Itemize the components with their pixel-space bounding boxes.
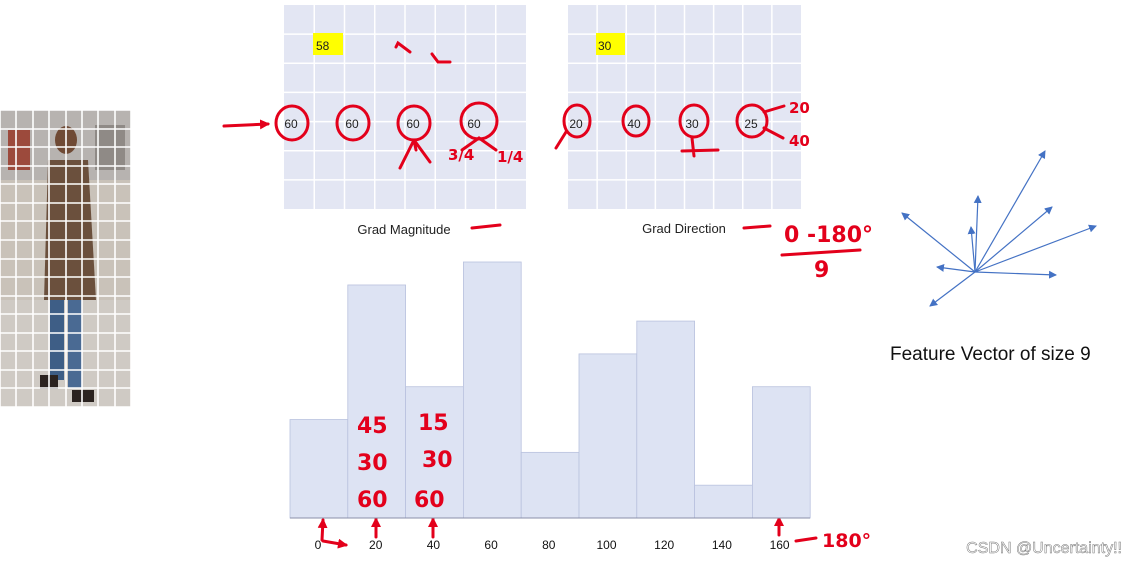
- fraction-bar: [780, 248, 862, 257]
- bin-note: 45: [357, 414, 388, 439]
- magnitude-highlight-value: 58: [316, 39, 330, 53]
- histogram-bar: [636, 320, 695, 519]
- x-tick-label: 80: [542, 538, 556, 552]
- handwritten-text: 3/4 1/4 20 40 0 -180° 9 180°: [448, 99, 873, 552]
- circle-mark: [562, 103, 592, 139]
- orientation-histogram: 0 20 40 60 80 100 120 140 160 45 30 60 15 30 60: [289, 261, 811, 552]
- cell-grid: [0, 109, 132, 408]
- x-tick-label: 160: [770, 538, 790, 552]
- feature-arrow: [936, 263, 976, 273]
- tick-mark: [430, 52, 452, 64]
- histogram-bar: [289, 419, 349, 519]
- histogram-end-note: 180°: [822, 530, 871, 552]
- feature-arrow: [974, 206, 1053, 273]
- direction-value: 30: [685, 117, 699, 131]
- magnitude-caption: Grad Magnitude: [357, 222, 450, 237]
- x-tick-label: 40: [427, 538, 441, 552]
- tick-mark: [680, 136, 720, 158]
- direction-caption: Grad Direction: [642, 221, 726, 236]
- tick-mark: [470, 223, 502, 230]
- direction-side-note: 20: [789, 99, 810, 117]
- bin-note: 60: [414, 488, 445, 513]
- circle-mark: [274, 104, 310, 142]
- feature-arrow: [929, 271, 976, 307]
- direction-highlight-value: 30: [598, 39, 612, 53]
- histogram-bar: [694, 484, 753, 519]
- bin-note: 60: [357, 488, 388, 513]
- magnitude-value: 60: [284, 117, 298, 131]
- x-tick-label: 0: [315, 538, 322, 552]
- bin-note: 15: [418, 411, 449, 436]
- bin-arrow: [317, 518, 328, 542]
- handwritten-annotations: [222, 40, 862, 549]
- split-stroke: [460, 136, 498, 152]
- circle-mark: [621, 104, 651, 138]
- feature-arrow: [974, 224, 1097, 273]
- circle-mark: [678, 103, 710, 139]
- pedestrian-photo: [0, 109, 132, 408]
- histogram-bar: [347, 284, 406, 519]
- bin-notes: 45 30 60 15 30 60: [357, 411, 453, 513]
- formula-numerator: 0 -180°: [784, 223, 873, 248]
- histogram-bar: [752, 386, 811, 519]
- feature-vector-diagram: Feature Vector of size 9: [890, 150, 1097, 365]
- circle-mark: [735, 103, 769, 139]
- direction-grid: 30 20 40 30 25 Grad Direction: [568, 5, 801, 236]
- x-tick-label: 140: [712, 538, 732, 552]
- x-tick-label: 20: [369, 538, 383, 552]
- magnitude-grid: 58 60 60 60 60 Grad Magnitude: [284, 5, 526, 237]
- direction-side-note: 40: [789, 132, 810, 150]
- dash-mark: [794, 536, 818, 543]
- magnitude-value: 60: [406, 117, 420, 131]
- direction-value: 25: [744, 117, 758, 131]
- x-tick-label: 60: [484, 538, 498, 552]
- bin-arrow: [321, 538, 348, 549]
- direction-value: 40: [627, 117, 641, 131]
- tick-mark: [394, 40, 412, 54]
- x-tick-label: 120: [654, 538, 674, 552]
- direction-circled-row: 20 40 30 25: [569, 117, 758, 131]
- watermark: CSDN @Uncertainty!!: [966, 540, 1122, 557]
- bin-note: 30: [357, 451, 388, 476]
- feature-arrow: [901, 212, 976, 273]
- split-note: 1/4: [497, 148, 523, 166]
- histogram-bar: [462, 261, 522, 519]
- tail-stroke: [762, 104, 786, 140]
- histogram-bar: [578, 353, 638, 519]
- feature-vector-caption: Feature Vector of size 9: [890, 344, 1091, 365]
- circle-mark: [335, 104, 371, 142]
- feature-arrow: [974, 150, 1046, 273]
- input-arrow: [222, 119, 270, 130]
- feature-arrow: [967, 226, 976, 273]
- split-stroke: [398, 138, 432, 170]
- magnitude-value: 60: [467, 117, 481, 131]
- histogram-bar: [405, 386, 464, 519]
- feature-arrow: [973, 195, 982, 273]
- tick-mark: [742, 224, 772, 230]
- direction-value: 20: [569, 117, 583, 131]
- magnitude-value: 60: [345, 117, 359, 131]
- tail-stroke: [554, 130, 568, 150]
- magnitude-circled-row: 60 60 60 60: [284, 117, 481, 131]
- bin-note: 30: [422, 448, 453, 473]
- histogram-bar: [520, 451, 580, 519]
- split-note: 3/4: [448, 146, 474, 164]
- feature-arrow: [974, 270, 1057, 279]
- direction-highlight-cell: [596, 33, 625, 55]
- x-tick-label: 100: [596, 538, 616, 552]
- magnitude-highlight-cell: [313, 33, 343, 55]
- formula-denominator: 9: [814, 258, 829, 283]
